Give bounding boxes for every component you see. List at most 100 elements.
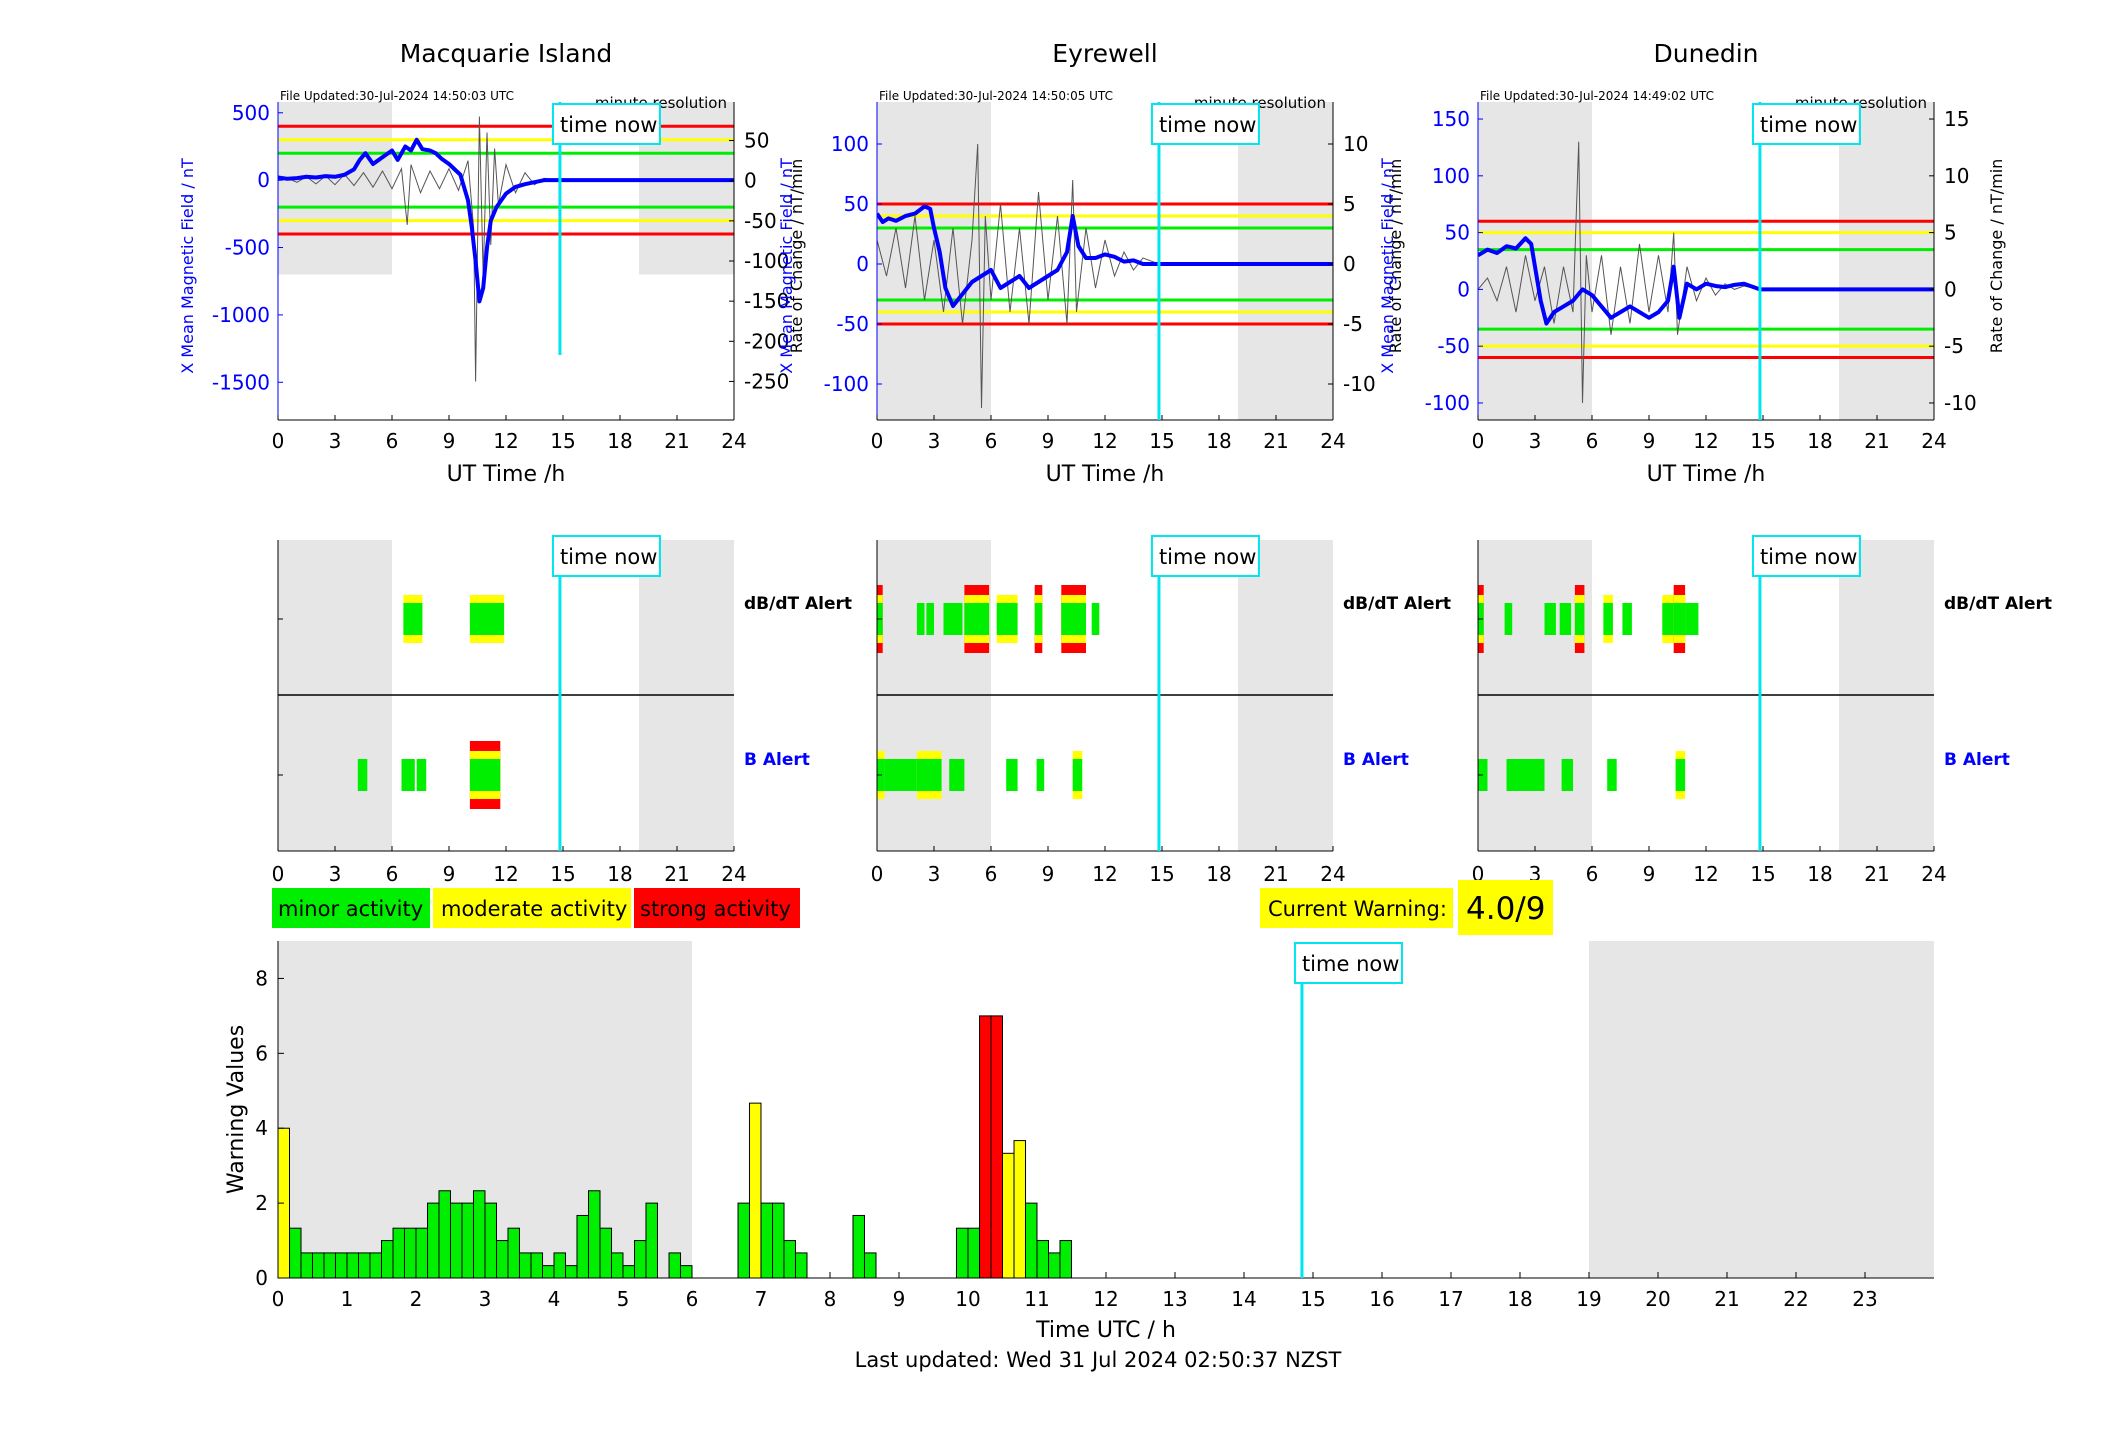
alert-bar-db-minor <box>1091 603 1100 635</box>
warning-x-tick-label: 23 <box>1852 1287 1877 1311</box>
x-tick-label: 24 <box>1921 429 1946 453</box>
left-tick-label: 100 <box>1432 164 1470 188</box>
warning-bar <box>438 1190 451 1279</box>
warning-bar <box>369 1252 382 1279</box>
right-tick-label: -10 <box>1343 372 1376 396</box>
x-tick-label: 21 <box>1263 429 1288 453</box>
warning-bar <box>323 1252 337 1279</box>
alert-bar-b-minor <box>949 759 965 791</box>
night-shading <box>1589 941 1934 1278</box>
x-tick-label: 18 <box>1206 429 1231 453</box>
time-now-box <box>1150 103 1260 145</box>
right-axis-title: Rate of Change / nT/min <box>1386 159 1405 354</box>
alert-bar-db-minor <box>1504 603 1513 635</box>
left-tick-label: 150 <box>1432 107 1470 131</box>
warning-bar <box>1059 1240 1072 1279</box>
right-tick-label: -100 <box>744 249 789 273</box>
time-now-label: time now <box>1159 113 1256 137</box>
alert-bar-b-minor <box>1561 759 1573 791</box>
file-updated-text: File Updated:30-Jul-2024 14:50:05 UTC <box>879 89 1113 103</box>
x-tick-label: 9 <box>1042 429 1055 453</box>
x-tick-label: 0 <box>871 429 884 453</box>
x-tick-label: 6 <box>1586 429 1599 453</box>
b-alert-label: B Alert <box>1944 750 2010 770</box>
left-tick-label: 0 <box>1457 277 1470 301</box>
warning-bar <box>346 1252 360 1279</box>
current-warning-box <box>1260 888 1453 928</box>
magnetic-field-series <box>1478 236 1934 326</box>
alert-x-tick-label: 6 <box>985 862 998 886</box>
rate-of-change-series <box>278 116 561 382</box>
warning-x-tick-label: 18 <box>1507 1287 1532 1311</box>
alert-bar-db-minor <box>996 603 1018 635</box>
x-axis-label: UT Time /h <box>447 462 566 487</box>
left-tick-label: 0 <box>257 168 270 192</box>
right-tick-label: -200 <box>744 329 789 353</box>
current-warning: Current Warning: 4.0/9 <box>1260 880 1553 935</box>
x-tick-label: 18 <box>607 429 632 453</box>
alert-bar-db-minor <box>943 603 963 635</box>
night-shading <box>1839 102 1934 420</box>
alert-bar-b-minor <box>916 759 942 791</box>
alert-x-tick-label: 21 <box>1263 862 1288 886</box>
x-tick-label: 21 <box>664 429 689 453</box>
time-now-box <box>1751 103 1861 145</box>
warning-x-tick-label: 8 <box>824 1287 837 1311</box>
warning-x-tick-label: 0 <box>272 1287 285 1311</box>
alert-x-tick-label: 15 <box>1750 862 1775 886</box>
db-alert-label: dB/dT Alert <box>744 594 852 614</box>
warning-x-tick-label: 9 <box>893 1287 906 1311</box>
warning-bar <box>392 1227 406 1279</box>
warning-bar <box>1048 1252 1061 1279</box>
alert-bar-db-minor <box>1559 603 1572 635</box>
left-tick-label: -100 <box>824 372 869 396</box>
left-tick-label: -100 <box>1425 391 1470 415</box>
alert-bar-b-minor <box>401 759 415 791</box>
alert-bar-b-minor <box>1506 759 1545 791</box>
x-tick-label: 21 <box>1864 429 1889 453</box>
alert-x-tick-label: 0 <box>871 862 884 886</box>
alert-bar-db-minor <box>469 603 505 635</box>
x-tick-label: 15 <box>550 429 575 453</box>
right-tick-label: -10 <box>1944 391 1977 415</box>
alert-x-tick-label: 15 <box>1149 862 1174 886</box>
warning-bar <box>484 1202 498 1279</box>
legend-moderate-label: moderate activity <box>441 897 627 921</box>
left-axis-title: X Mean Magnetic Field / nT <box>178 158 197 374</box>
warning-bar <box>599 1227 613 1279</box>
warning-bar <box>990 1015 1003 1279</box>
x-tick-label: 15 <box>1750 429 1775 453</box>
right-tick-label: -250 <box>744 369 789 393</box>
warning-x-tick-label: 6 <box>686 1287 699 1311</box>
x-tick-label: 0 <box>272 429 285 453</box>
legend-minor-label: minor activity <box>278 897 423 921</box>
time-now-label: time now <box>1302 952 1399 976</box>
time-now-box <box>551 103 661 145</box>
warning-x-tick-label: 11 <box>1024 1287 1049 1311</box>
left-tick-label: -500 <box>225 236 270 260</box>
right-tick-label: -5 <box>1944 334 1964 358</box>
alert-x-tick-label: 21 <box>1864 862 1889 886</box>
warning-bar <box>737 1202 751 1279</box>
file-updated-text: File Updated:30-Jul-2024 14:50:03 UTC <box>280 89 514 103</box>
magnetic-field-series <box>278 137 734 304</box>
night-shading <box>278 102 392 275</box>
warning-x-tick-label: 21 <box>1714 1287 1739 1311</box>
warning-x-tick-label: 4 <box>548 1287 561 1311</box>
file-updated-text: File Updated:30-Jul-2024 14:49:02 UTC <box>1480 89 1714 103</box>
time-now-label: time now <box>1760 113 1857 137</box>
warning-x-axis-title: Time UTC / h <box>1035 1318 1176 1343</box>
alert-x-tick-label: 6 <box>386 862 399 886</box>
warning-x-tick-label: 1 <box>341 1287 354 1311</box>
warning-bar <box>795 1252 808 1279</box>
alert-x-tick-label: 3 <box>928 862 941 886</box>
warning-bar <box>381 1240 394 1279</box>
warning-bar <box>967 1227 981 1279</box>
warning-x-tick-label: 10 <box>955 1287 980 1311</box>
alert-bar-db-minor <box>916 603 925 635</box>
night-shading <box>877 102 991 420</box>
warning-bar <box>553 1252 567 1279</box>
left-tick-label: 50 <box>844 192 869 216</box>
warning-bar <box>1002 1152 1015 1279</box>
